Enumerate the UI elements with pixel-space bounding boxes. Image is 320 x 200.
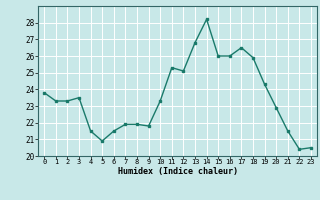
X-axis label: Humidex (Indice chaleur): Humidex (Indice chaleur) [118, 167, 238, 176]
